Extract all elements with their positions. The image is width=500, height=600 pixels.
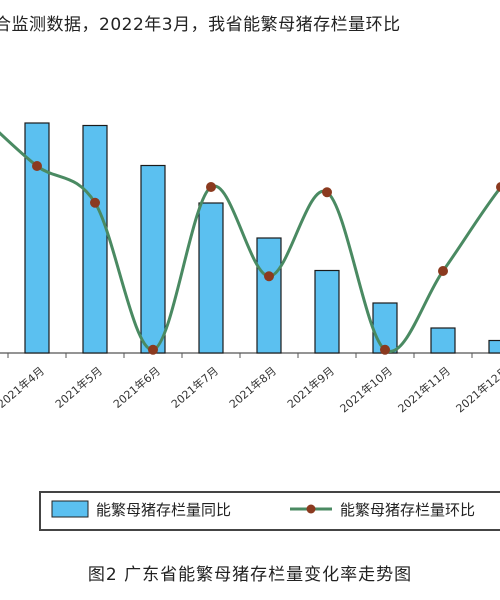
chart-top-text: 合监测数据，2022年3月，我省能繁母猪存栏量环比 [0,15,401,35]
line-point-5 [264,271,274,282]
x-label-1: 2021年4月 [0,364,47,411]
line-point-8 [438,266,448,276]
line-point-7 [380,344,390,355]
line-point-9 [496,182,500,192]
x-label-5: 2021年8月 [226,364,279,411]
x-label-7: 2021年10月 [337,364,395,416]
x-label-2: 2021年5月 [52,364,105,411]
legend-bar-swatch [51,500,89,518]
x-label-3: 2021年6月 [110,364,163,411]
line-point-4 [206,182,216,192]
line-point-6 [322,187,332,198]
legend-line-marker [306,504,316,514]
line-point-1 [32,161,42,171]
line-series [0,131,500,353]
x-tick-labels: 2021年4月 2021年5月 2021年6月 2021年7月 2021年8月 2021年… [0,364,500,416]
line-point-2 [90,197,100,208]
x-label-4: 2021年7月 [168,364,221,411]
x-label-6: 2021年9月 [284,364,337,411]
x-axis-ticks [7,353,473,358]
bar-2 [82,124,108,354]
line-point-3 [148,344,158,355]
bar-5 [256,237,282,354]
bar-3 [140,164,166,354]
figure-caption: 图2 广东省能繁母猪存栏量变化率走势图 [87,565,413,585]
bar-8 [430,327,456,354]
x-label-9: 2021年12月 [453,364,500,416]
legend-box [39,491,500,531]
bar-4 [198,202,224,354]
bar-6 [314,269,340,354]
bar-series [24,122,500,354]
bar-9 [488,339,500,354]
legend-line-label: 能繁母猪存栏量环比 [340,501,475,519]
x-label-8: 2021年11月 [395,364,453,416]
line-markers [32,161,500,355]
legend-bar-label: 能繁母猪存栏量同比 [96,501,231,519]
